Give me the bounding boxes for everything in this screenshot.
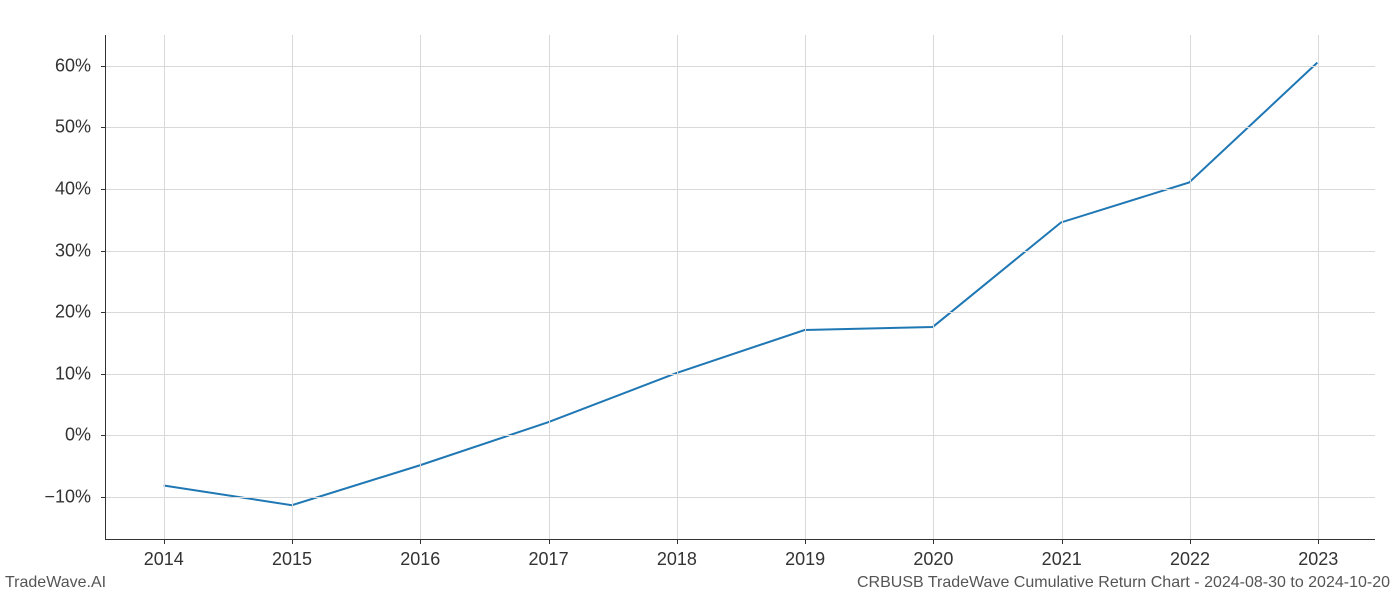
x-tick-mark (1062, 539, 1063, 544)
y-tick-label: 60% (55, 55, 91, 76)
data-line (164, 63, 1318, 506)
x-tick-label: 2017 (529, 549, 569, 570)
grid-line-vertical (1190, 35, 1191, 539)
x-tick-mark (292, 539, 293, 544)
x-tick-label: 2018 (657, 549, 697, 570)
grid-line-vertical (292, 35, 293, 539)
x-tick-mark (420, 539, 421, 544)
y-tick-label: 0% (65, 425, 91, 446)
grid-line-vertical (805, 35, 806, 539)
grid-line-horizontal (106, 312, 1375, 313)
x-tick-mark (1190, 539, 1191, 544)
y-tick-label: 20% (55, 302, 91, 323)
y-tick-label: 40% (55, 178, 91, 199)
grid-line-horizontal (106, 497, 1375, 498)
grid-line-horizontal (106, 435, 1375, 436)
x-tick-mark (1318, 539, 1319, 544)
y-tick-mark (101, 312, 106, 313)
x-tick-label: 2023 (1298, 549, 1338, 570)
x-tick-label: 2019 (785, 549, 825, 570)
grid-line-horizontal (106, 374, 1375, 375)
x-tick-label: 2021 (1042, 549, 1082, 570)
chart-container: 2014201520162017201820192020202120222023… (105, 35, 1375, 540)
x-tick-label: 2016 (400, 549, 440, 570)
x-tick-mark (677, 539, 678, 544)
grid-line-horizontal (106, 66, 1375, 67)
grid-line-vertical (933, 35, 934, 539)
grid-line-vertical (677, 35, 678, 539)
grid-line-horizontal (106, 127, 1375, 128)
grid-line-vertical (549, 35, 550, 539)
grid-line-vertical (1062, 35, 1063, 539)
footer-brand: TradeWave.AI (5, 574, 106, 592)
x-tick-label: 2020 (913, 549, 953, 570)
x-tick-mark (549, 539, 550, 544)
x-tick-mark (933, 539, 934, 544)
y-tick-mark (101, 435, 106, 436)
line-chart-svg (106, 35, 1375, 539)
y-tick-label: 30% (55, 240, 91, 261)
grid-line-vertical (420, 35, 421, 539)
y-tick-mark (101, 189, 106, 190)
grid-line-vertical (1318, 35, 1319, 539)
footer-title: CRBUSB TradeWave Cumulative Return Chart… (857, 574, 1390, 592)
y-tick-mark (101, 66, 106, 67)
y-tick-mark (101, 497, 106, 498)
grid-line-vertical (164, 35, 165, 539)
y-tick-label: 50% (55, 117, 91, 138)
y-tick-mark (101, 251, 106, 252)
x-tick-mark (805, 539, 806, 544)
x-tick-mark (164, 539, 165, 544)
x-tick-label: 2022 (1170, 549, 1210, 570)
plot-area: 2014201520162017201820192020202120222023… (105, 35, 1375, 540)
grid-line-horizontal (106, 189, 1375, 190)
y-tick-mark (101, 127, 106, 128)
x-tick-label: 2015 (272, 549, 312, 570)
y-tick-mark (101, 374, 106, 375)
grid-line-horizontal (106, 251, 1375, 252)
y-tick-label: −10% (44, 486, 91, 507)
x-tick-label: 2014 (144, 549, 184, 570)
y-tick-label: 10% (55, 363, 91, 384)
